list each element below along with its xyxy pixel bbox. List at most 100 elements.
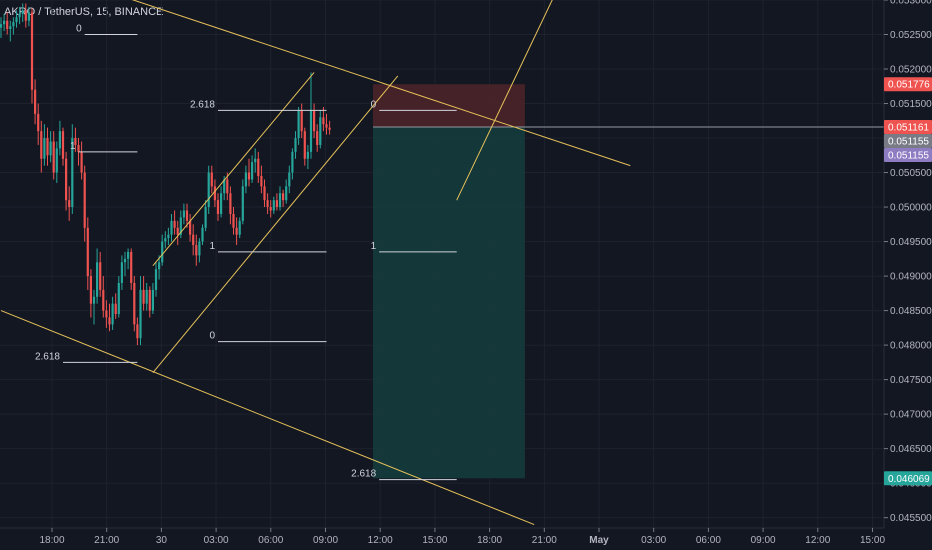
time-axis[interactable]: 18:00 21:00 30 03:00 06:00 09:00 12:00 15:00 18:…: [0, 527, 885, 546]
candle-body: [247, 172, 251, 180]
candle-body: [291, 151, 294, 173]
candle-body: [37, 113, 40, 132]
candle-body: [164, 238, 167, 242]
price-label-box: [884, 133, 932, 148]
candle-body: [27, 12, 30, 21]
candle-body: [266, 200, 269, 208]
price-label-text: 0.046069: [888, 474, 930, 485]
candle-body: [285, 186, 288, 201]
candle-body: [117, 282, 120, 315]
time-tick-label: 30: [156, 535, 168, 546]
candle-body: [232, 213, 235, 228]
candle-body: [15, 17, 18, 23]
candle-body: [0, 24, 3, 28]
candle-body: [40, 131, 43, 159]
price-label-text: 0.051155: [888, 136, 929, 147]
candle-body: [173, 220, 176, 228]
trendline-lower-falling: [0, 310, 535, 526]
price-label-box: [884, 119, 932, 134]
candle-body: [241, 186, 244, 221]
candle-body: [309, 110, 313, 152]
candle-body: [154, 269, 158, 290]
candle-body: [158, 262, 161, 270]
candle-body: [68, 200, 71, 208]
candle-body: [319, 117, 322, 145]
candle-body: [114, 303, 117, 315]
candle-body: [229, 193, 232, 214]
time-tick-label: 21:00: [94, 535, 119, 546]
candle-body: [235, 227, 238, 235]
candle-body: [61, 131, 65, 159]
candle-body: [105, 310, 108, 318]
price-tick-label: 0.052500: [890, 30, 932, 41]
price-tick-label: 0.049000: [890, 272, 932, 283]
price-tick-label: 0.053000: [890, 0, 932, 7]
price-label-box: [884, 77, 932, 92]
fib-level-label: 0: [209, 331, 215, 342]
candle-body: [89, 276, 92, 304]
candle-body: [223, 179, 226, 194]
candle-body: [213, 186, 216, 201]
candle-body: [139, 289, 142, 339]
price-tick-label: 0.050500: [890, 168, 932, 179]
candle-body: [12, 22, 15, 27]
candle-body: [251, 162, 254, 180]
candle-body: [316, 131, 319, 145]
time-tick-label: May: [589, 535, 609, 546]
candle-body: [83, 172, 86, 228]
candle-body: [192, 234, 195, 246]
candle-body: [65, 158, 68, 201]
price-tick-label: 0.051500: [890, 99, 932, 110]
trendline-upper-channel: [152, 72, 315, 267]
candle-body: [52, 141, 55, 173]
candle-body: [49, 141, 52, 156]
candle-body: [21, 10, 24, 14]
candle-body: [148, 289, 151, 311]
candle-body: [328, 127, 331, 130]
price-axis[interactable]: 0.0530000.0525000.0520000.0515000.051000…: [883, 0, 932, 528]
candle-body: [55, 148, 58, 173]
price-label-text: 0.051776: [888, 80, 930, 91]
price-tick-label: 0.049500: [890, 237, 932, 248]
candle-body: [176, 227, 179, 235]
price-tick-label: 0.050000: [890, 203, 932, 214]
price-tick-label: 0.052000: [890, 65, 932, 76]
candle-body: [86, 227, 89, 277]
candle-body: [182, 210, 185, 218]
candle-body: [130, 251, 133, 283]
time-tick-label: 18:00: [39, 535, 64, 546]
fib-level-label: 2.618: [35, 351, 60, 362]
candle-body: [77, 144, 80, 152]
candle-body: [303, 131, 306, 159]
trendlines[interactable]: [0, 0, 631, 526]
price-labels: 0.051776 0.051161 0.051155 0.051155 0.046069: [884, 77, 932, 486]
price-tick-label: 0.046500: [890, 444, 932, 455]
candle-body: [204, 207, 207, 228]
candle-body: [269, 207, 272, 211]
candle-body: [133, 282, 136, 325]
trendline-outer-rising: [456, 0, 553, 201]
time-tick-label: 15:00: [860, 535, 885, 546]
fib-level-label: 2.618: [351, 469, 376, 480]
candle-body: [123, 258, 127, 263]
candle-body: [288, 172, 291, 187]
time-tick-label: 18:00: [477, 535, 502, 546]
candle-body: [43, 138, 46, 159]
candle-body: [167, 234, 170, 239]
candle-body: [127, 251, 130, 259]
price-tick-label: 0.048500: [890, 306, 932, 317]
candle-body: [30, 12, 34, 90]
fib-levels[interactable]: 0 1 2.618 2.618 1 0 0 1 2.618: [35, 24, 457, 481]
fib-level-label: 0: [76, 24, 82, 35]
time-tick-label: 21:00: [532, 535, 557, 546]
candle-body: [254, 158, 257, 163]
fib-level-label: 1: [209, 241, 215, 252]
candle-body: [260, 176, 263, 187]
price-label-text: 0.051155: [888, 150, 929, 161]
candle-body: [226, 179, 229, 194]
candle-body: [18, 13, 21, 18]
candle-body: [111, 303, 114, 325]
candle-body: [80, 151, 83, 173]
candle-body: [120, 262, 123, 283]
